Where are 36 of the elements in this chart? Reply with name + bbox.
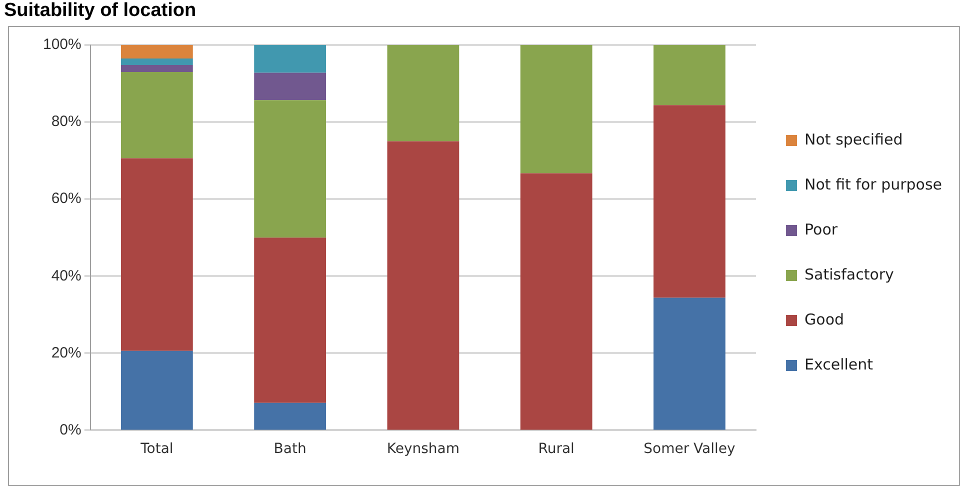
bar: [654, 105, 726, 298]
bar: [120, 45, 193, 58]
x-tick-label: Keynsham: [386, 441, 460, 458]
legend-label: Poor: [804, 220, 838, 238]
x-tick-label: Bath: [274, 441, 306, 458]
bar: [254, 100, 326, 238]
x-tick-label: Total: [140, 441, 174, 458]
bar: [654, 45, 726, 106]
y-tick-label: 100%: [42, 36, 82, 54]
y-tick-label: 40%: [51, 267, 82, 284]
y-tick-label: 20%: [51, 344, 82, 362]
legend-label: Not specified: [804, 130, 903, 148]
y-tick-label: 80%: [51, 113, 82, 130]
bar: [254, 402, 326, 430]
legend-label: Not fit for purpose: [804, 175, 942, 194]
y-tick-label: 0%: [60, 421, 82, 438]
bar: [520, 173, 592, 430]
bar: [120, 72, 193, 158]
bar: [120, 58, 193, 66]
bar: [387, 141, 460, 430]
bar: [654, 298, 726, 430]
bar: [387, 45, 460, 142]
bar: [520, 45, 592, 174]
x-tick-label: Somer Valley: [644, 441, 736, 458]
bar: [120, 350, 193, 430]
legend-label: Satisfactory: [804, 265, 894, 284]
legend-label: Excellent: [804, 355, 874, 374]
bar: [254, 238, 326, 403]
legend-label: Good: [804, 310, 844, 328]
y-tick-label: 60%: [51, 190, 82, 208]
x-tick-label: Rural: [538, 441, 574, 458]
chart-title: Suitability of location: [4, 0, 196, 22]
bar: [254, 72, 326, 100]
bar: [120, 65, 193, 72]
bar: [254, 45, 326, 73]
bar: [120, 158, 193, 351]
